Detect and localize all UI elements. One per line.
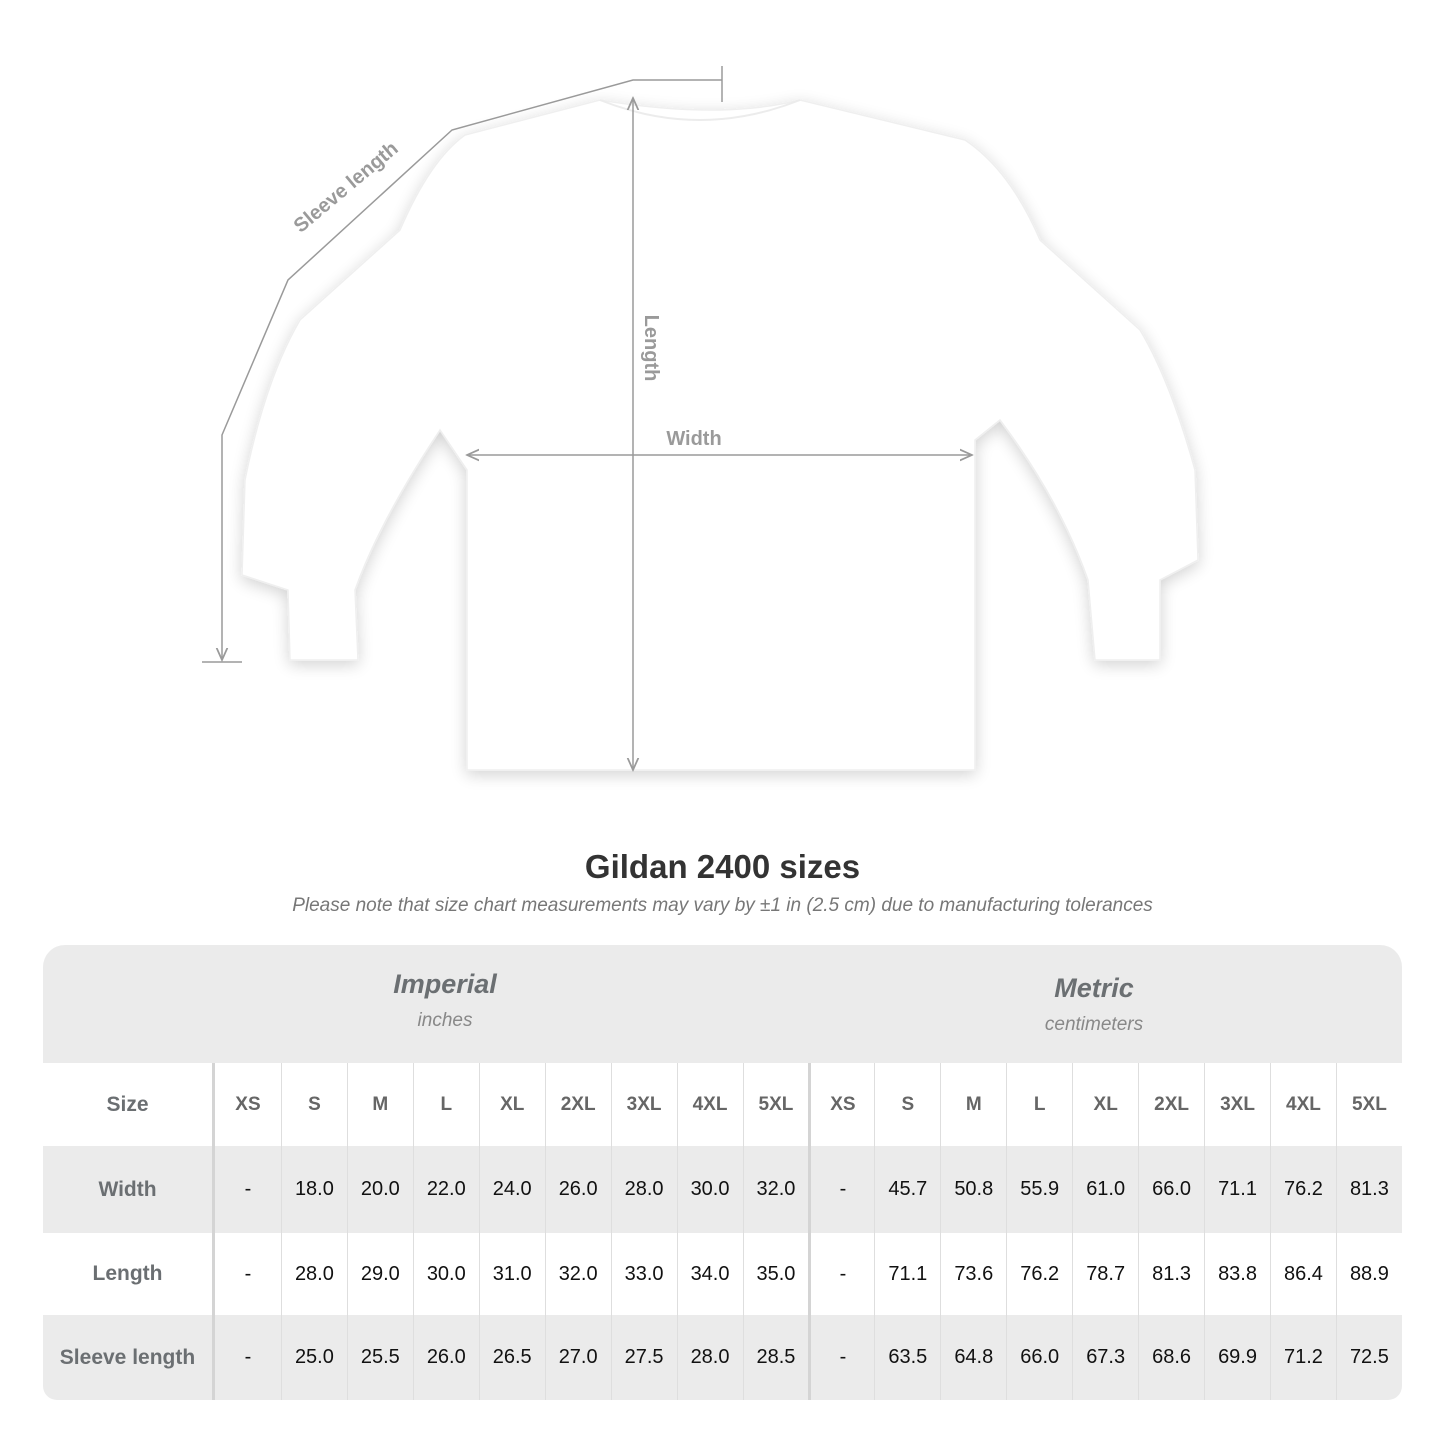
- metric-value-cell: 45.7: [874, 1146, 940, 1233]
- imperial-size-header: XL: [478, 1063, 545, 1146]
- imperial-title: Imperial: [393, 969, 497, 999]
- metric-value-cell: -: [808, 1233, 874, 1315]
- table-row: Sleeve length -25.0 25.5 26.0 26.5 27.0 27.5 28…: [43, 1315, 1402, 1400]
- metric-value-cell: -: [808, 1146, 874, 1233]
- metric-value-cell: 81.3: [1335, 1146, 1402, 1233]
- imperial-size-header: 3XL: [610, 1063, 677, 1146]
- imperial-value-cell: 32.0: [544, 1233, 611, 1315]
- metric-value-cell: 78.7: [1072, 1233, 1138, 1315]
- metric-value-cell: 76.2: [1006, 1233, 1072, 1315]
- metric-value-cell: 63.5: [874, 1315, 940, 1400]
- metric-title: Metric: [1054, 973, 1134, 1003]
- imperial-unit: inches: [417, 1010, 473, 1031]
- imperial-size-header: XS: [235, 1093, 261, 1115]
- metric-value-cell: 55.9: [1006, 1146, 1072, 1233]
- metric-value-cell: 66.0: [1006, 1315, 1072, 1400]
- row-label: Sleeve length: [43, 1315, 215, 1400]
- metric-value-cell: 76.2: [1270, 1146, 1336, 1233]
- imperial-value-cell: 29.0: [346, 1233, 413, 1315]
- table-header-band: [43, 945, 1402, 1063]
- imperial-value-cell: 27.0: [544, 1315, 611, 1400]
- metric-value-cell: 88.9: [1335, 1233, 1402, 1315]
- imperial-header: Imperial inches: [245, 969, 645, 1032]
- imperial-value-cell: 28.5: [742, 1315, 809, 1400]
- metric-size-header: S: [874, 1063, 940, 1146]
- metric-size-header: XL: [1072, 1063, 1138, 1146]
- metric-value-cell: 68.6: [1138, 1315, 1204, 1400]
- table-row: Length -28.0 29.0 30.0 31.0 32.0 33.0 34.0 35.0-…: [43, 1233, 1402, 1315]
- metric-value-cell: 86.4: [1270, 1233, 1336, 1315]
- length-label: Length: [640, 315, 662, 382]
- imperial-value-cell: 30.0: [412, 1233, 479, 1315]
- imperial-size-header: 5XL: [742, 1063, 809, 1146]
- size-table: Imperial inches Metric centimeters Size X…: [43, 945, 1402, 1400]
- metric-value-cell: 81.3: [1138, 1233, 1204, 1315]
- imperial-value-cell: 18.0: [280, 1146, 347, 1233]
- imperial-value-cell: 33.0: [610, 1233, 677, 1315]
- long-sleeve-shirt: [241, 99, 1199, 771]
- metric-unit: centimeters: [1044, 1014, 1144, 1035]
- metric-header: Metric centimeters: [894, 973, 1294, 1036]
- imperial-value-cell: 25.0: [280, 1315, 347, 1400]
- metric-value-cell: 61.0: [1072, 1146, 1138, 1233]
- metric-value-cell: 71.2: [1270, 1315, 1336, 1400]
- metric-size-header: 5XL: [1335, 1063, 1402, 1146]
- metric-size-header: 2XL: [1138, 1063, 1204, 1146]
- imperial-size-header: L: [412, 1063, 479, 1146]
- table-row: Width -18.0 20.0 22.0 24.0 26.0 28.0 30.0 32.0-4…: [43, 1146, 1402, 1233]
- imperial-value-cell: -: [244, 1346, 252, 1368]
- metric-value-cell: 83.8: [1204, 1233, 1270, 1315]
- imperial-size-header: S: [280, 1063, 347, 1146]
- shirt-diagram: Sleeve length Length Width: [202, 66, 1199, 830]
- metric-value-cell: 71.1: [874, 1233, 940, 1315]
- imperial-value-cell: 30.0: [676, 1146, 743, 1233]
- imperial-value-cell: 28.0: [610, 1146, 677, 1233]
- metric-size-header: M: [940, 1063, 1006, 1146]
- size-header-row: Size XS S M L XL 2XL 3XL 4XL 5XL XS S M L XL 2XL 3XL 4XL 5…: [43, 1063, 1402, 1146]
- metric-size-header: 4XL: [1270, 1063, 1336, 1146]
- width-label: Width: [666, 428, 721, 450]
- metric-value-cell: 64.8: [940, 1315, 1006, 1400]
- imperial-value-cell: 28.0: [676, 1315, 743, 1400]
- imperial-value-cell: 20.0: [346, 1146, 413, 1233]
- metric-value-cell: 73.6: [940, 1233, 1006, 1315]
- imperial-size-header: 2XL: [544, 1063, 611, 1146]
- tolerance-note: Please note that size chart measurements…: [292, 895, 1153, 916]
- metric-size-header: L: [1006, 1063, 1072, 1146]
- metric-size-header: XS: [808, 1063, 874, 1146]
- metric-value-cell: 72.5: [1335, 1315, 1402, 1400]
- imperial-value-cell: 32.0: [742, 1146, 809, 1233]
- imperial-value-cell: 26.5: [478, 1315, 545, 1400]
- imperial-size-header: 4XL: [676, 1063, 743, 1146]
- size-label: Size: [43, 1063, 215, 1146]
- metric-size-header: 3XL: [1204, 1063, 1270, 1146]
- imperial-size-header: M: [346, 1063, 413, 1146]
- sleeve-length-line: [222, 79, 722, 660]
- row-label: Width: [43, 1146, 215, 1233]
- imperial-value-cell: -: [244, 1262, 252, 1285]
- measurement-lines: [202, 66, 972, 770]
- imperial-value-cell: 22.0: [412, 1146, 479, 1233]
- metric-value-cell: 50.8: [940, 1146, 1006, 1233]
- metric-value-cell: 66.0: [1138, 1146, 1204, 1233]
- imperial-value-cell: 26.0: [412, 1315, 479, 1400]
- imperial-value-cell: 31.0: [478, 1233, 545, 1315]
- imperial-value-cell: 26.0: [544, 1146, 611, 1233]
- metric-value-cell: 71.1: [1204, 1146, 1270, 1233]
- metric-value-cell: -: [808, 1315, 874, 1400]
- imperial-value-cell: 27.5: [610, 1315, 677, 1400]
- imperial-value-cell: 34.0: [676, 1233, 743, 1315]
- sleeve-length-label: Sleeve length: [290, 138, 403, 238]
- imperial-value-cell: -: [244, 1178, 252, 1200]
- metric-value-cell: 69.9: [1204, 1315, 1270, 1400]
- page-title: Gildan 2400 sizes: [584, 848, 861, 885]
- imperial-value-cell: 24.0: [478, 1146, 545, 1233]
- imperial-value-cell: 25.5: [346, 1315, 413, 1400]
- imperial-value-cell: 28.0: [280, 1233, 347, 1315]
- imperial-value-cell: 35.0: [742, 1233, 809, 1315]
- metric-value-cell: 67.3: [1072, 1315, 1138, 1400]
- row-label: Length: [43, 1233, 215, 1315]
